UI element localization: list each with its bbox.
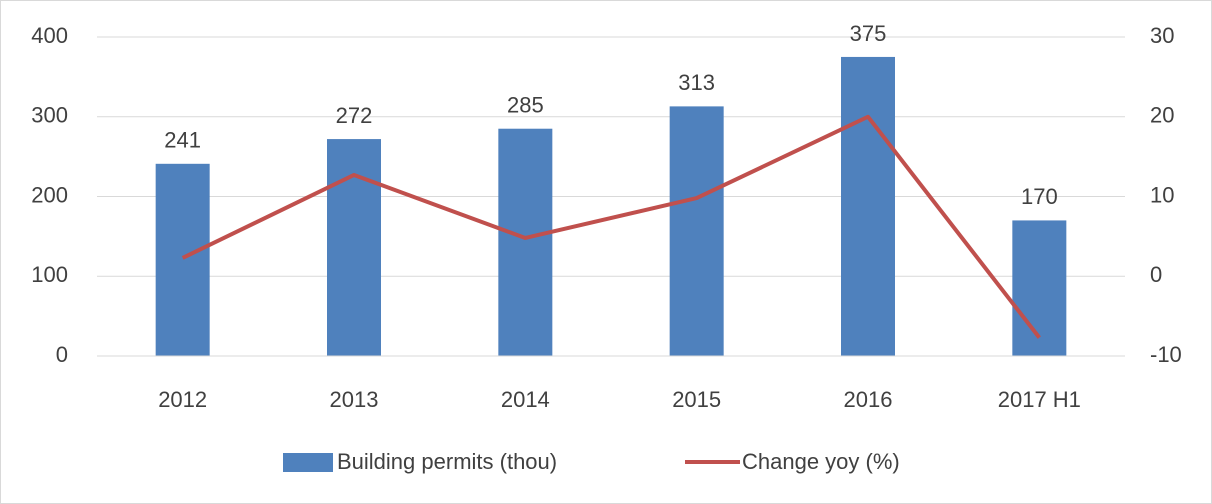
legend-label: Change yoy (%) (742, 449, 900, 474)
y2-tick-label: 30 (1150, 23, 1174, 48)
x-tick-label: 2017 H1 (998, 387, 1081, 412)
bar (841, 56, 895, 356)
bar (327, 139, 381, 356)
legend-swatch (283, 453, 333, 472)
bar (155, 163, 210, 356)
y2-tick-label: 20 (1150, 103, 1174, 128)
data-label: 313 (678, 70, 715, 95)
y-tick-label: 100 (31, 262, 68, 287)
y-tick-label: 300 (31, 103, 68, 128)
x-tick-label: 2015 (672, 387, 721, 412)
y-tick-label: 200 (31, 182, 68, 207)
x-tick-label: 2016 (844, 387, 893, 412)
x-tick-label: 2014 (501, 387, 550, 412)
bar (1012, 220, 1067, 356)
y2-tick-label: -10 (1150, 342, 1182, 367)
legend-label: Building permits (thou) (337, 449, 557, 474)
y2-tick-label: 10 (1150, 182, 1174, 207)
data-label: 241 (164, 128, 201, 153)
bar (498, 128, 553, 356)
x-tick-label: 2013 (330, 387, 379, 412)
y-tick-label: 0 (56, 342, 68, 367)
data-label: 170 (1021, 184, 1058, 209)
line (181, 114, 1041, 339)
data-label: 272 (336, 103, 373, 128)
bar (669, 106, 724, 356)
y-tick-label: 400 (31, 23, 68, 48)
x-tick-label: 2012 (158, 387, 207, 412)
data-label: 285 (507, 93, 544, 118)
y2-tick-label: 0 (1150, 262, 1162, 287)
data-label: 375 (850, 21, 887, 46)
